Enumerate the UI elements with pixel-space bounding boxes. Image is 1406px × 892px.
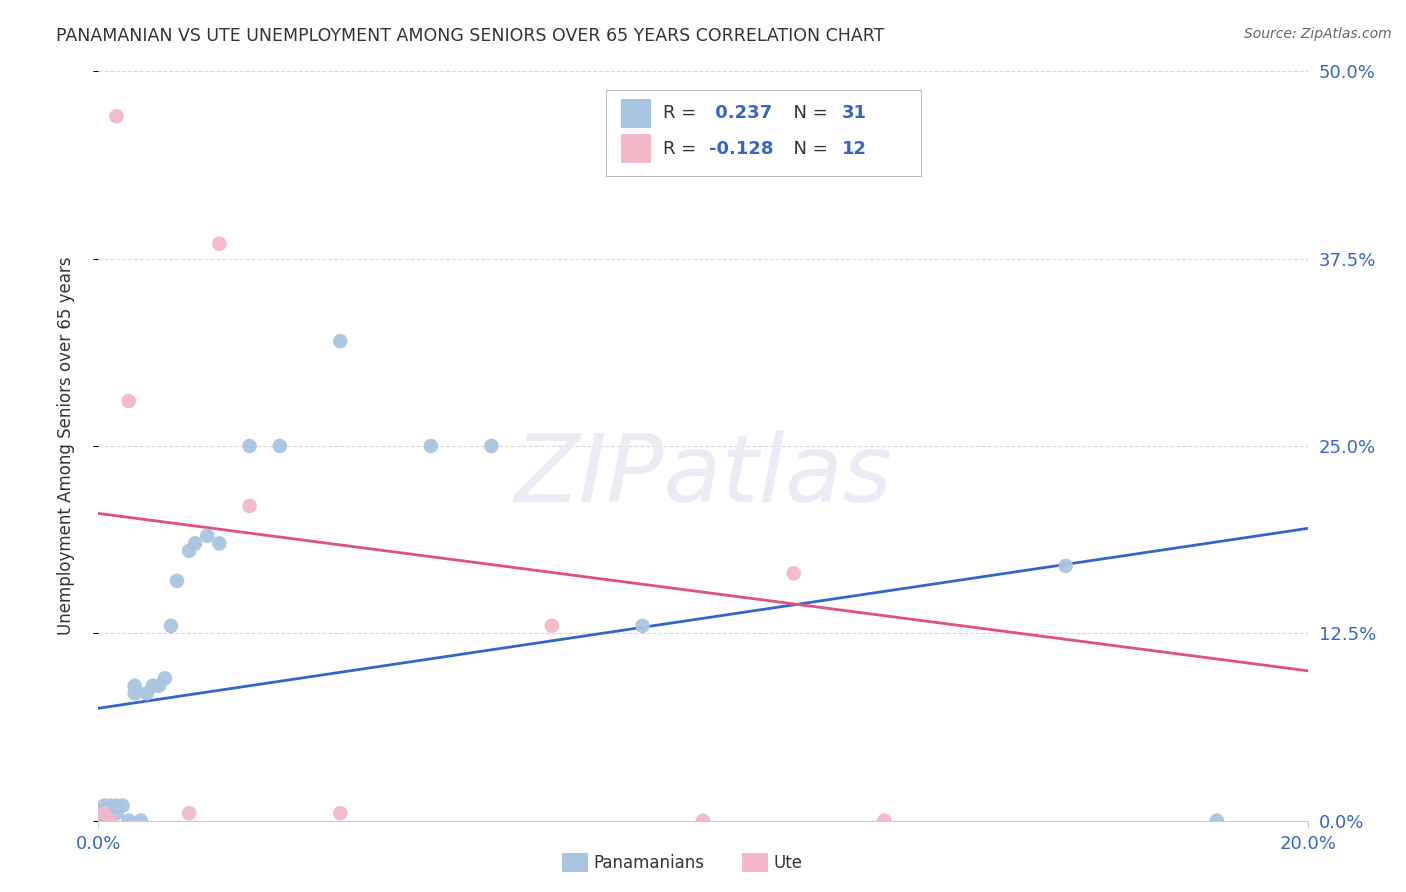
Point	[873, 814, 896, 828]
Point	[100, 814, 122, 828]
Point	[208, 536, 231, 550]
Text: ZIPatlas: ZIPatlas	[515, 431, 891, 522]
Point	[540, 619, 562, 633]
Text: -0.128: -0.128	[709, 139, 773, 158]
Point	[184, 536, 207, 550]
Point	[195, 529, 218, 543]
Text: R =: R =	[664, 104, 702, 122]
Text: 31: 31	[842, 104, 868, 122]
Point	[118, 814, 141, 828]
Text: R =: R =	[664, 139, 702, 158]
Point	[783, 566, 806, 581]
Point	[1206, 814, 1229, 828]
Point	[239, 499, 262, 513]
Point	[481, 439, 503, 453]
Point	[160, 619, 183, 633]
Point	[100, 806, 122, 821]
FancyBboxPatch shape	[606, 90, 921, 177]
Point	[100, 798, 122, 813]
Text: Source: ZipAtlas.com: Source: ZipAtlas.com	[1244, 27, 1392, 41]
Point	[329, 806, 352, 821]
Bar	[621, 99, 651, 128]
Point	[124, 679, 146, 693]
Point	[93, 814, 115, 828]
Point	[1054, 558, 1077, 573]
Point	[142, 679, 165, 693]
Point	[135, 686, 157, 700]
Point	[129, 814, 152, 828]
Text: 12: 12	[842, 139, 868, 158]
Point	[105, 798, 128, 813]
Point	[692, 814, 714, 828]
Text: N =: N =	[782, 104, 834, 122]
Point	[124, 686, 146, 700]
Point	[105, 806, 128, 821]
Point	[269, 439, 291, 453]
Point	[179, 806, 201, 821]
Text: PANAMANIAN VS UTE UNEMPLOYMENT AMONG SENIORS OVER 65 YEARS CORRELATION CHART: PANAMANIAN VS UTE UNEMPLOYMENT AMONG SEN…	[56, 27, 884, 45]
Point	[329, 334, 352, 348]
Point	[105, 109, 128, 123]
Text: Ute: Ute	[773, 854, 803, 871]
Point	[93, 806, 115, 821]
Point	[93, 798, 115, 813]
Point	[148, 679, 170, 693]
Text: N =: N =	[782, 139, 834, 158]
Point	[239, 439, 262, 453]
Bar	[621, 135, 651, 162]
Point	[100, 814, 122, 828]
Point	[208, 236, 231, 251]
Point	[631, 619, 654, 633]
Point	[153, 671, 176, 685]
Text: Panamanians: Panamanians	[593, 854, 704, 871]
Point	[93, 806, 115, 821]
Y-axis label: Unemployment Among Seniors over 65 years: Unemployment Among Seniors over 65 years	[56, 257, 75, 635]
Point	[179, 544, 201, 558]
Text: 0.237: 0.237	[709, 104, 772, 122]
Point	[420, 439, 443, 453]
Point	[111, 798, 134, 813]
Point	[118, 394, 141, 409]
Point	[166, 574, 188, 588]
